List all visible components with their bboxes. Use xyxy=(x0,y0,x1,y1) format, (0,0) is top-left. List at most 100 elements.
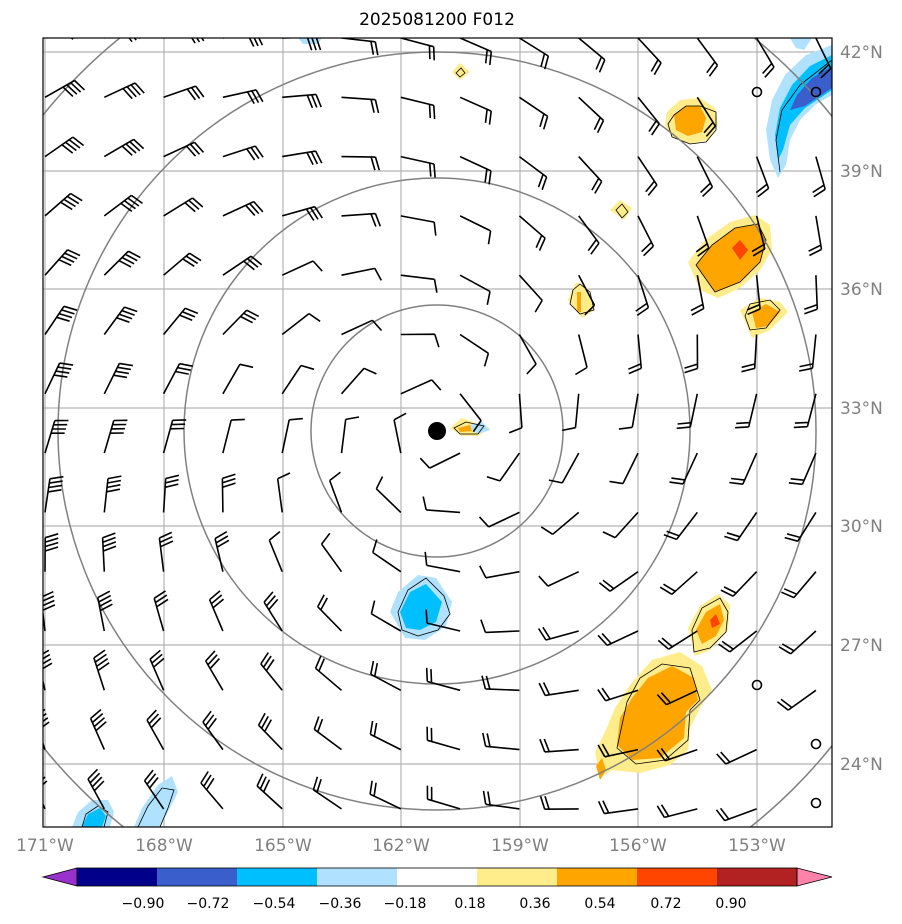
wind-barb xyxy=(618,393,639,430)
range-ring xyxy=(57,51,817,811)
wind-barb xyxy=(103,306,138,335)
colorbar-tick-label: −0.72 xyxy=(187,896,230,912)
wind-barb xyxy=(44,362,74,395)
wind-barb xyxy=(214,531,230,572)
colorbar-tick-label: 0.90 xyxy=(715,896,746,912)
wind-barb xyxy=(459,96,492,125)
wind-barb xyxy=(202,710,224,751)
wind-barb xyxy=(578,156,603,194)
wind-barb xyxy=(656,747,698,762)
wind-barb xyxy=(149,649,165,691)
wind-barb xyxy=(222,363,254,395)
wind-barb xyxy=(508,393,523,434)
wind-barb xyxy=(146,709,165,750)
wind-barb xyxy=(637,38,662,76)
wind-barb xyxy=(103,194,143,217)
wind-barb xyxy=(518,215,546,251)
wind-barb xyxy=(222,145,264,161)
wind-barb xyxy=(459,333,490,367)
wind-barb xyxy=(426,785,461,810)
colorbar-outline xyxy=(76,867,798,887)
wind-barb xyxy=(684,334,699,374)
lon-label: 171°W xyxy=(16,836,74,856)
wind-barb xyxy=(260,652,283,691)
wind-barb xyxy=(720,571,758,597)
wind-barb xyxy=(44,533,59,572)
wind-barb xyxy=(539,738,579,753)
wind-barb xyxy=(784,511,817,542)
wind-barb xyxy=(669,452,699,485)
wind-barb xyxy=(313,716,342,751)
wind-barb xyxy=(400,215,437,236)
wind-barb xyxy=(369,780,402,810)
wind-barb xyxy=(793,393,817,429)
wind-barb xyxy=(696,96,716,137)
wind-barb xyxy=(481,675,520,692)
wind-barb xyxy=(696,38,719,77)
wind-barb xyxy=(663,511,698,541)
colorbar-tick-label: 0.54 xyxy=(584,896,615,912)
calm-wind-markers xyxy=(751,86,822,809)
colorbar-tick-label: −0.36 xyxy=(319,896,362,912)
wind-barb xyxy=(205,650,224,691)
wind-barb xyxy=(562,393,580,432)
wind-barb xyxy=(716,748,757,765)
wind-barb xyxy=(257,712,283,751)
wind-barb xyxy=(812,156,826,198)
wind-barb xyxy=(341,319,383,336)
lat-label: 33°N xyxy=(840,399,883,419)
wind-barb xyxy=(341,38,379,56)
wind-barb xyxy=(815,38,832,79)
wind-barb xyxy=(340,367,377,395)
colorbar-segment xyxy=(637,868,718,886)
longitude-labels: 171°W 168°W 165°W 162°W 159°W 156°W 153°… xyxy=(16,836,786,856)
wind-barb xyxy=(518,334,537,375)
wind-barb xyxy=(328,471,343,513)
wind-barb xyxy=(341,212,382,227)
wind-barb xyxy=(478,511,520,528)
wind-barb xyxy=(597,630,639,647)
wind-barb xyxy=(208,590,225,632)
colorbar-tick-label: 0.36 xyxy=(519,896,550,912)
wind-barb xyxy=(400,38,435,61)
wind-barb xyxy=(281,260,323,276)
wind-barb xyxy=(400,379,442,395)
wind-barb xyxy=(659,571,698,595)
wind-barb xyxy=(163,85,205,101)
wind-barb xyxy=(715,807,757,822)
wind-barb xyxy=(637,215,655,257)
wind-barb xyxy=(735,393,758,429)
wind-barb xyxy=(89,708,107,750)
wind-barb xyxy=(162,362,193,395)
wind-barb xyxy=(222,89,264,104)
map-frame xyxy=(42,37,833,828)
wind-barb xyxy=(400,333,440,348)
wind-barb xyxy=(375,476,402,513)
colorbar-segment xyxy=(317,868,398,886)
wind-barb xyxy=(340,416,360,454)
wind-barb xyxy=(87,768,106,810)
colorbar-segment xyxy=(477,868,558,886)
colorbar-segment xyxy=(157,868,238,886)
wind-barb xyxy=(778,630,817,655)
wind-barb xyxy=(482,732,520,751)
lat-label: 39°N xyxy=(840,162,883,182)
wind-barb xyxy=(578,215,600,255)
wind-barb xyxy=(320,532,343,573)
wind-barb xyxy=(162,419,187,454)
wind-barbs xyxy=(43,38,832,822)
wind-barb xyxy=(45,38,77,40)
wind-barb xyxy=(690,275,705,316)
wind-barb xyxy=(459,393,482,433)
storm-center-dot xyxy=(428,422,446,440)
wind-barb xyxy=(656,804,698,819)
wind-barb xyxy=(808,215,823,257)
lon-label: 156°W xyxy=(609,836,667,856)
wind-barb xyxy=(393,412,407,454)
wind-barb xyxy=(724,511,758,542)
wind-barb xyxy=(609,452,639,485)
wind-barb xyxy=(459,215,492,245)
wind-barb xyxy=(162,474,180,513)
wind-barb xyxy=(163,197,204,217)
